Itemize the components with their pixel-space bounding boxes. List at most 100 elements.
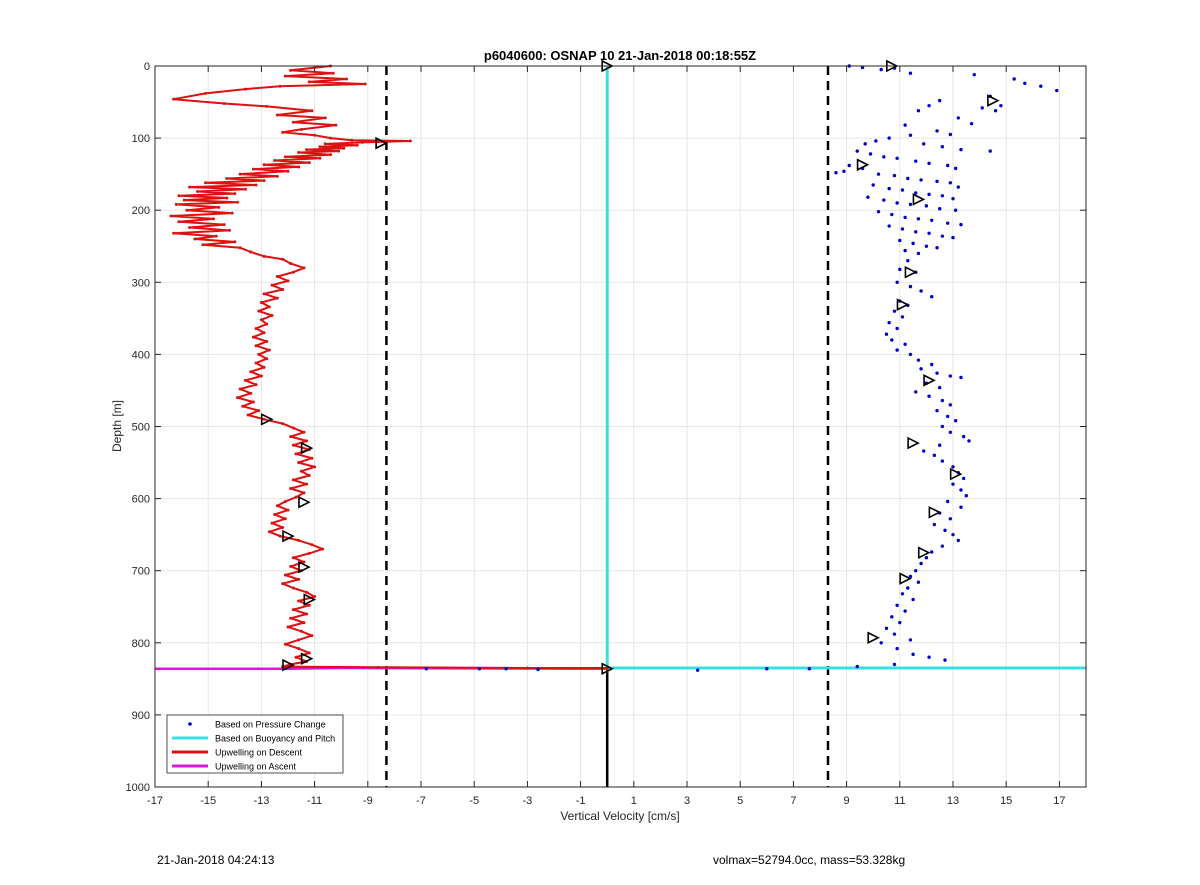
pressure-change-point xyxy=(945,221,950,225)
x-tick-label: -17 xyxy=(147,795,163,807)
pressure-change-point xyxy=(935,245,939,250)
pressure-change-point xyxy=(930,550,934,554)
descent-point xyxy=(286,279,290,283)
descent-point xyxy=(259,318,263,322)
pressure-change-point xyxy=(874,139,878,143)
pressure-change-point xyxy=(876,172,881,176)
pressure-change-point xyxy=(924,244,929,248)
descent-point xyxy=(318,156,322,160)
descent-point xyxy=(302,491,306,495)
pressure-change-point xyxy=(919,367,923,371)
descent-point xyxy=(297,638,301,642)
pressure-change-point xyxy=(898,620,902,625)
descent-point xyxy=(251,335,255,339)
pressure-change-point xyxy=(951,532,955,537)
descent-point xyxy=(408,139,412,143)
descent-point xyxy=(291,608,295,612)
pressure-change-point xyxy=(935,371,939,375)
x-tick-label: -5 xyxy=(469,795,479,807)
descent-point xyxy=(204,181,208,185)
pressure-change-point xyxy=(914,159,918,163)
pressure-change-point xyxy=(959,375,963,380)
descent-point xyxy=(289,262,293,266)
pressure-change-point xyxy=(961,476,966,481)
descent-point xyxy=(225,176,229,180)
pressure-change-point xyxy=(424,667,429,671)
descent-point xyxy=(323,116,327,120)
descent-point xyxy=(376,665,380,669)
legend-label: Upwelling on Ascent xyxy=(215,762,297,772)
descent-point xyxy=(238,246,242,250)
descent-point xyxy=(172,97,176,101)
pressure-change-point xyxy=(945,414,950,419)
descent-point xyxy=(273,512,277,516)
pressure-change-point xyxy=(940,398,945,403)
descent-point xyxy=(310,109,314,113)
descent-point xyxy=(329,136,333,140)
pressure-change-point xyxy=(906,586,910,590)
descent-point xyxy=(257,309,261,313)
x-axis-label: Vertical Velocity [cm/s] xyxy=(560,809,679,823)
pressure-change-point xyxy=(866,195,870,199)
pressure-change-point xyxy=(911,241,915,246)
pressure-change-point xyxy=(882,155,886,159)
x-tick-label: -13 xyxy=(253,795,269,807)
pressure-change-point xyxy=(938,385,942,390)
descent-point xyxy=(281,422,285,426)
pressure-change-point xyxy=(895,348,899,352)
x-tick-label: -1 xyxy=(576,795,586,807)
descent-point xyxy=(283,573,287,577)
descent-point xyxy=(350,138,354,142)
descent-point xyxy=(313,133,317,137)
descent-point xyxy=(313,595,317,599)
pressure-change-point xyxy=(876,209,881,214)
descent-point xyxy=(302,560,306,564)
pressure-change-point xyxy=(927,655,931,659)
descent-point xyxy=(297,165,301,169)
descent-point xyxy=(342,146,346,150)
descent-point xyxy=(278,534,282,538)
y-tick-label: 1000 xyxy=(126,782,150,794)
descent-point xyxy=(254,383,258,387)
descent-point xyxy=(289,68,293,72)
pressure-change-point xyxy=(903,123,907,127)
descent-point xyxy=(275,113,279,117)
descent-point xyxy=(297,647,301,651)
descent-triangle-marker xyxy=(298,560,311,574)
descent-point xyxy=(243,378,247,382)
descent-point xyxy=(281,257,285,261)
descent-point xyxy=(262,292,266,296)
x-tick-label: -3 xyxy=(523,795,533,807)
descent-point xyxy=(262,179,266,183)
descent-point xyxy=(299,629,303,633)
pressure-change-point xyxy=(890,212,894,217)
pressure-change-point xyxy=(930,295,934,299)
pressure-change-point xyxy=(900,315,905,319)
ascent-triangle-marker xyxy=(928,506,942,519)
descent-point xyxy=(302,621,306,625)
pressure-change-point xyxy=(956,116,961,120)
pressure-change-point xyxy=(927,231,931,235)
descent-point xyxy=(177,194,181,198)
descent-point xyxy=(257,352,261,356)
pressure-change-point xyxy=(908,574,913,579)
pressure-change-point xyxy=(916,251,921,256)
pressure-change-point xyxy=(906,258,910,263)
y-axis-label: Depth [m] xyxy=(110,400,124,452)
descent-point xyxy=(305,148,309,152)
descent-point xyxy=(289,435,293,439)
pressure-change-point xyxy=(948,374,953,378)
pressure-change-point xyxy=(890,338,894,342)
descent-point xyxy=(201,243,205,247)
descent-point xyxy=(345,77,349,81)
legend: Based on Pressure Change Based on Buoyanc… xyxy=(166,714,344,774)
descent-point xyxy=(355,143,359,147)
pressure-change-point xyxy=(900,592,905,596)
pressure-change-point xyxy=(887,320,891,325)
pressure-change-point xyxy=(932,522,937,527)
descent-point xyxy=(297,461,301,465)
descent-triangle-marker xyxy=(300,652,314,665)
ascent-triangle-marker xyxy=(987,94,1000,107)
pressure-change-point xyxy=(807,667,812,671)
pressure-change-point xyxy=(908,638,913,642)
